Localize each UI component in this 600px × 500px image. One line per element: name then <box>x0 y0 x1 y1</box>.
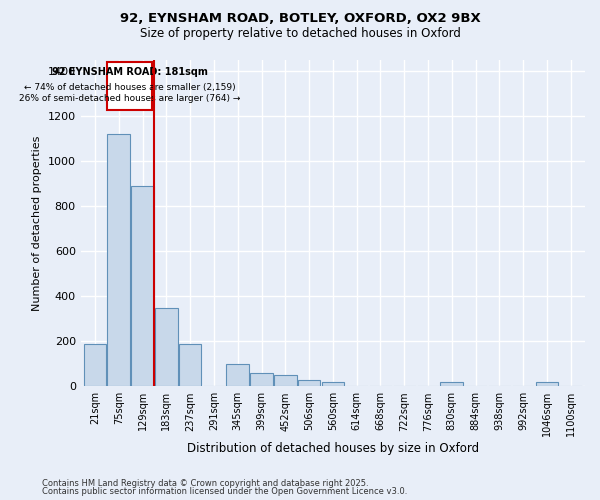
Text: 26% of semi-detached houses are larger (764) →: 26% of semi-detached houses are larger (… <box>19 94 240 103</box>
Bar <box>274 375 296 386</box>
Text: Contains public sector information licensed under the Open Government Licence v3: Contains public sector information licen… <box>42 487 407 496</box>
Text: 92 EYNSHAM ROAD: 181sqm: 92 EYNSHAM ROAD: 181sqm <box>52 68 208 78</box>
Bar <box>107 134 130 386</box>
Bar <box>250 373 273 386</box>
Bar <box>298 380 320 386</box>
Text: ← 74% of detached houses are smaller (2,159): ← 74% of detached houses are smaller (2,… <box>23 82 235 92</box>
Y-axis label: Number of detached properties: Number of detached properties <box>32 136 42 311</box>
Bar <box>226 364 249 386</box>
Bar <box>536 382 558 386</box>
Text: Size of property relative to detached houses in Oxford: Size of property relative to detached ho… <box>140 28 460 40</box>
X-axis label: Distribution of detached houses by size in Oxford: Distribution of detached houses by size … <box>187 442 479 455</box>
Bar <box>322 382 344 386</box>
Text: Contains HM Land Registry data © Crown copyright and database right 2025.: Contains HM Land Registry data © Crown c… <box>42 478 368 488</box>
Bar <box>107 62 152 110</box>
Bar <box>179 344 202 386</box>
Text: 92, EYNSHAM ROAD, BOTLEY, OXFORD, OX2 9BX: 92, EYNSHAM ROAD, BOTLEY, OXFORD, OX2 9B… <box>119 12 481 26</box>
Bar <box>83 344 106 386</box>
Bar <box>131 186 154 386</box>
Bar <box>155 308 178 386</box>
Bar <box>440 382 463 386</box>
